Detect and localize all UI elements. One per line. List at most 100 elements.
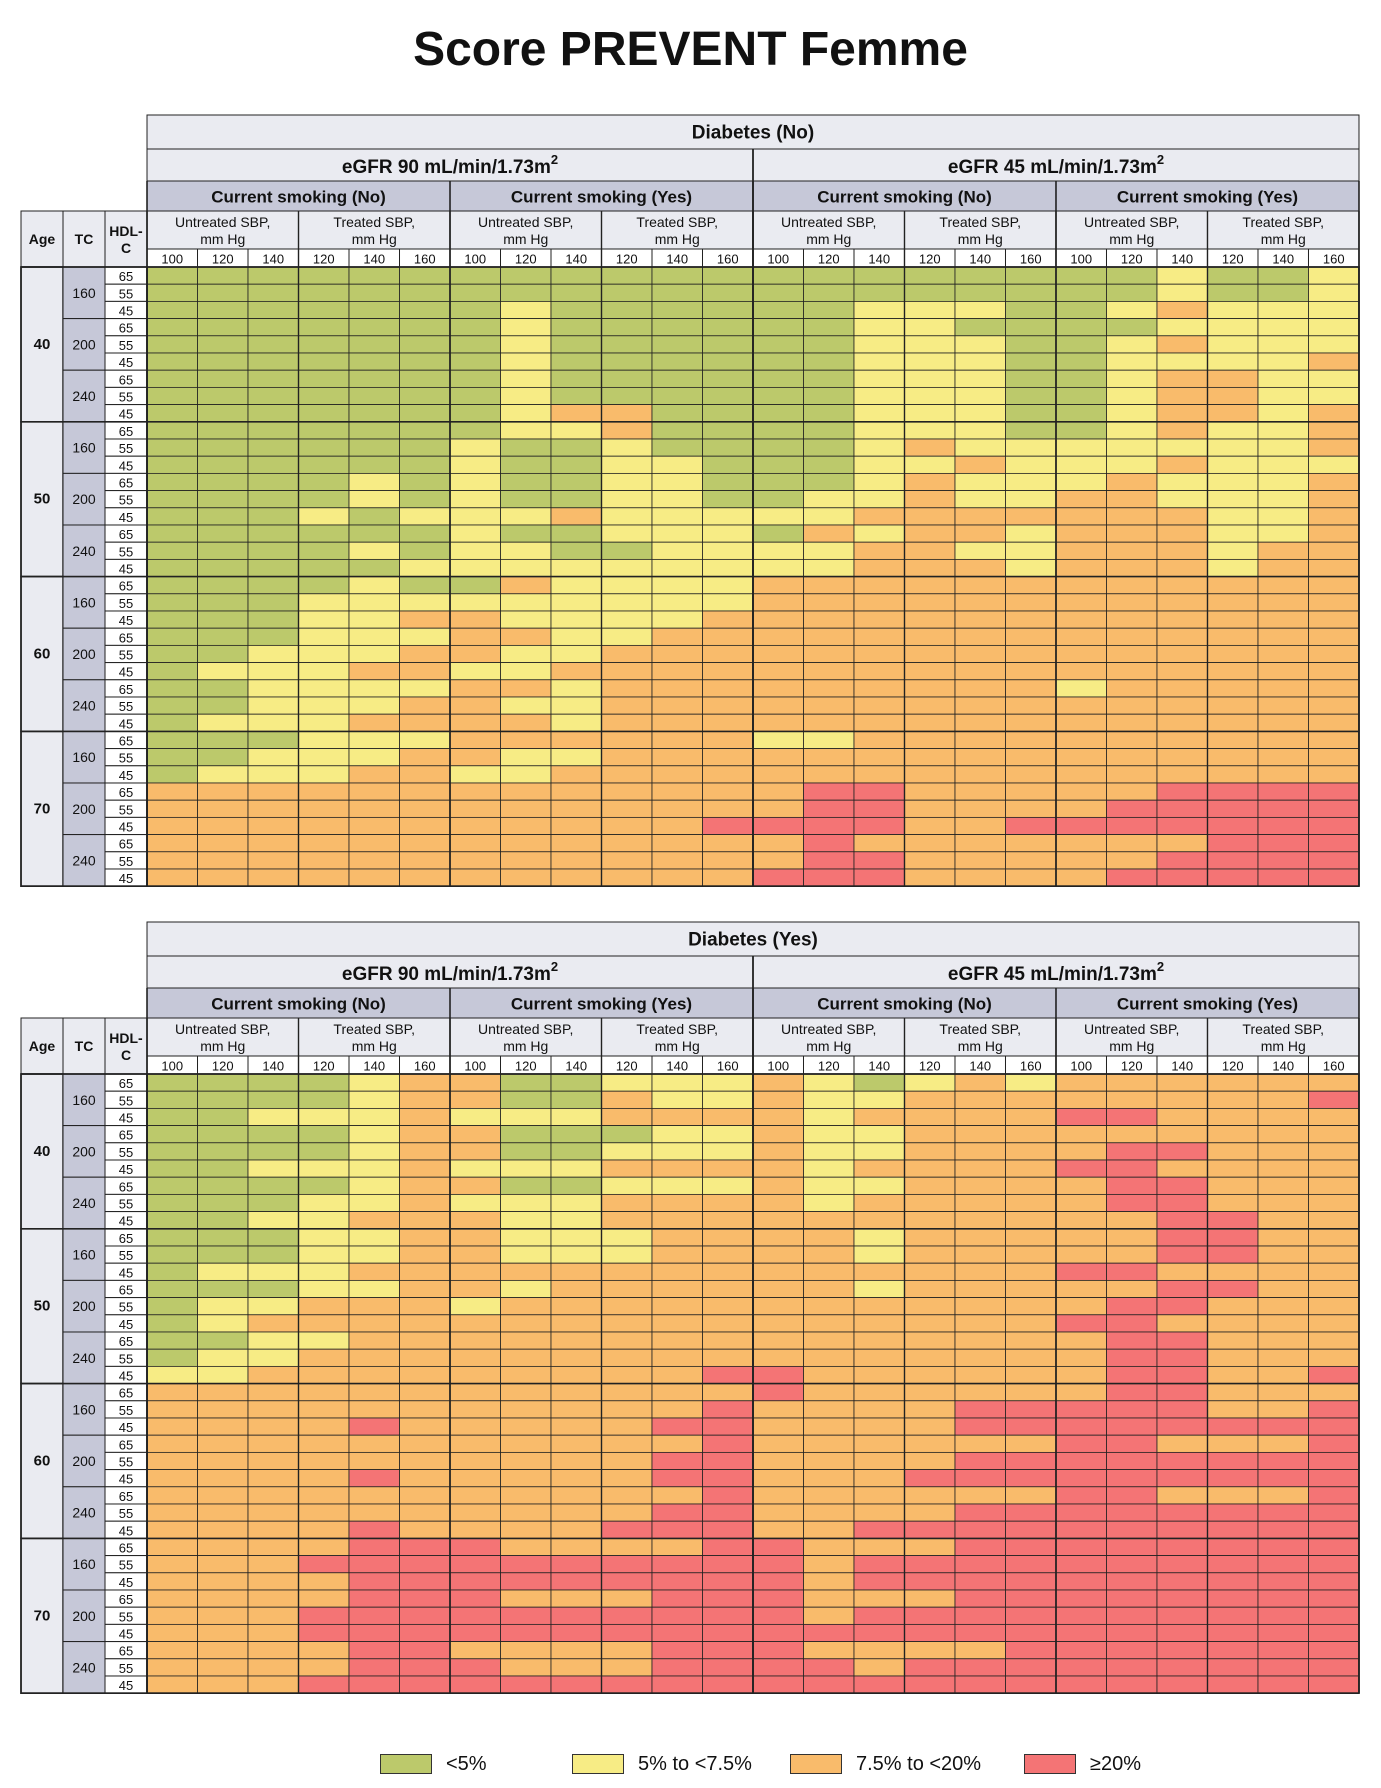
sbp-header-line2: mm Hg xyxy=(1261,231,1306,247)
heatmap-cell xyxy=(601,576,653,595)
heatmap-cell xyxy=(954,644,1006,663)
heatmap-cell xyxy=(146,318,198,337)
heatmap-cell xyxy=(550,472,602,491)
heatmap-cell xyxy=(449,455,501,474)
hdl-label: 55 xyxy=(119,441,133,456)
heatmap-cell xyxy=(348,558,400,577)
heatmap-cell xyxy=(702,816,754,835)
heatmap-cell xyxy=(1156,1400,1208,1419)
heatmap-cell xyxy=(550,799,602,818)
heatmap-cell xyxy=(702,1520,754,1539)
hdl-label: 65 xyxy=(119,475,133,490)
sbp-value-label: 120 xyxy=(818,1058,840,1073)
sbp-header-line1: Treated SBP, xyxy=(1242,1021,1324,1037)
heatmap-cell xyxy=(601,627,653,646)
sbp-value-label: 120 xyxy=(313,251,335,266)
heatmap-cell xyxy=(904,1262,956,1281)
heatmap-cell xyxy=(853,1503,905,1522)
heatmap-cell xyxy=(954,782,1006,801)
sbp-value-label: 160 xyxy=(1020,1058,1042,1073)
heatmap-cell xyxy=(348,1417,400,1436)
heatmap-cell xyxy=(348,593,400,612)
heatmap-cell xyxy=(601,1675,653,1694)
heatmap-cell xyxy=(853,799,905,818)
heatmap-cell xyxy=(904,524,956,543)
heatmap-cell xyxy=(348,1623,400,1642)
sbp-value-label: 120 xyxy=(919,251,941,266)
heatmap-cell xyxy=(146,490,198,509)
tc-label: 200 xyxy=(72,1298,96,1314)
heatmap-cell xyxy=(1156,1073,1208,1092)
heatmap-cell xyxy=(954,627,1006,646)
heatmap-cell xyxy=(197,1314,249,1333)
smoking-header-label: Current smoking (No) xyxy=(211,994,386,1013)
heatmap-cell xyxy=(399,1125,451,1144)
heatmap-cell xyxy=(1207,1623,1259,1642)
hdl-label: 65 xyxy=(119,1437,133,1452)
heatmap-cell xyxy=(601,1176,653,1195)
heatmap-cell xyxy=(500,1193,552,1212)
hdl-label: 45 xyxy=(119,871,133,886)
heatmap-cell xyxy=(399,1623,451,1642)
age-cell xyxy=(20,1073,64,1230)
heatmap-cell xyxy=(1055,369,1107,388)
heatmap-cell xyxy=(853,438,905,457)
tc-label: 240 xyxy=(72,1195,96,1211)
heatmap-cell xyxy=(601,490,653,509)
heatmap-cell xyxy=(449,1589,501,1608)
heatmap-cell xyxy=(1308,1520,1360,1539)
sbp-header-line1: Untreated SBP, xyxy=(175,1021,270,1037)
heatmap-cell xyxy=(601,335,653,354)
heatmap-cell xyxy=(298,386,350,405)
heatmap-cell xyxy=(954,1520,1006,1539)
heatmap-cell xyxy=(1005,404,1057,423)
heatmap-cell xyxy=(146,558,198,577)
heatmap-cell xyxy=(146,386,198,405)
heatmap-cell xyxy=(1106,1658,1158,1677)
heatmap-cell xyxy=(601,868,653,887)
heatmap-cell xyxy=(702,507,754,526)
heatmap-cell xyxy=(1207,610,1259,629)
heatmap-cell xyxy=(1156,644,1208,663)
heatmap-cell xyxy=(146,507,198,526)
heatmap-cell xyxy=(298,1331,350,1350)
heatmap-cell xyxy=(146,799,198,818)
heatmap-cell xyxy=(298,679,350,698)
heatmap-cell xyxy=(954,1211,1006,1230)
sbp-header-line1: Treated SBP, xyxy=(333,214,415,230)
heatmap-cell xyxy=(853,1159,905,1178)
heatmap-cell xyxy=(1207,765,1259,784)
heatmap-cell xyxy=(1055,558,1107,577)
hdl-label: 65 xyxy=(119,785,133,800)
heatmap-cell xyxy=(1207,662,1259,681)
heatmap-cell xyxy=(904,1211,956,1230)
heatmap-cell xyxy=(550,696,602,715)
heatmap-cell xyxy=(1005,1589,1057,1608)
heatmap-cell xyxy=(399,1211,451,1230)
heatmap-cell xyxy=(298,1125,350,1144)
heatmap-cell xyxy=(1005,1572,1057,1591)
sbp-header-line2: mm Hg xyxy=(503,1038,548,1054)
heatmap-cell xyxy=(197,1297,249,1316)
heatmap-cell xyxy=(348,1641,400,1660)
heatmap-cell xyxy=(853,679,905,698)
heatmap-cell xyxy=(399,1503,451,1522)
heatmap-cell xyxy=(1207,1589,1259,1608)
heatmap-cell xyxy=(348,318,400,337)
heatmap-cell xyxy=(752,1383,804,1402)
heatmap-cell xyxy=(298,782,350,801)
heatmap-cell xyxy=(601,1142,653,1161)
heatmap-cell xyxy=(1308,679,1360,698)
heatmap-cell xyxy=(1207,507,1259,526)
heatmap-cell xyxy=(1257,816,1309,835)
heatmap-cell xyxy=(550,1383,602,1402)
heatmap-cell xyxy=(399,765,451,784)
heatmap-cell xyxy=(853,1297,905,1316)
heatmap-cell xyxy=(500,868,552,887)
heatmap-cell xyxy=(1207,1675,1259,1694)
heatmap-cell xyxy=(1207,1537,1259,1556)
heatmap-cell xyxy=(1257,524,1309,543)
heatmap-cell xyxy=(601,1486,653,1505)
heatmap-cell xyxy=(146,593,198,612)
heatmap-cell xyxy=(1156,593,1208,612)
